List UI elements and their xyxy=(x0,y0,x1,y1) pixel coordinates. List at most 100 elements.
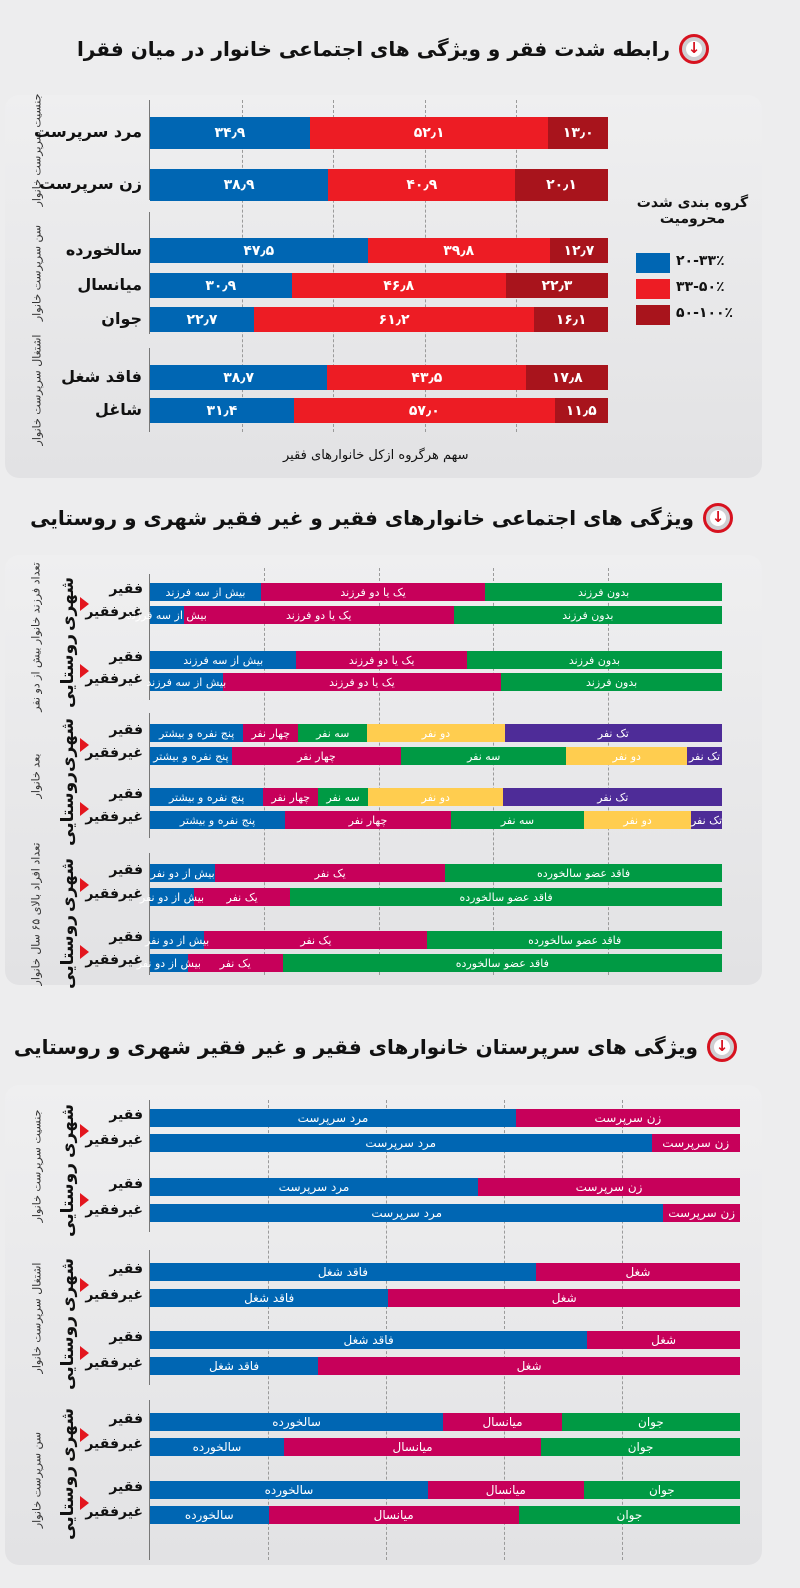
red-triangle-icon xyxy=(80,596,89,611)
segment-label: فاقد شغل xyxy=(244,1291,295,1305)
segment-label: فاقد شغل xyxy=(317,1265,369,1279)
bar-segment: بدون فرزند xyxy=(485,583,722,601)
segment-label: شغل xyxy=(551,1291,577,1305)
gridline xyxy=(268,1100,269,1560)
row-label: غیرفقیر xyxy=(85,886,143,902)
bar-segment: سالخورده xyxy=(150,1438,284,1456)
row-label: فقیر xyxy=(109,1479,143,1495)
bar-segment: ۳۴٫۹ xyxy=(150,117,310,149)
subgroup-label: روستایی xyxy=(58,1465,78,1540)
row-label: غیرفقیر xyxy=(85,604,143,620)
bar-segment: میانسال xyxy=(443,1413,562,1431)
gridline xyxy=(516,100,518,432)
bar-segment: فاقد عضو سالخورده xyxy=(282,954,722,972)
group-label: تعداد افراد بالای ۶۵ سال خانوار xyxy=(29,842,43,986)
bar-segment: ۴۳٫۵ xyxy=(327,365,527,390)
bar-segment: فاقد شغل xyxy=(150,1263,536,1281)
segment-label: ۱۷٫۸ xyxy=(551,369,583,386)
segment-label: سه نفر xyxy=(500,813,535,827)
segment-label: جوان xyxy=(648,1483,675,1497)
bar-segment: بیش از سه فرزند xyxy=(150,583,261,601)
y-axis-line xyxy=(149,853,150,975)
bar-segment: فاقد شغل xyxy=(150,1331,588,1349)
bar-segment: دو نفر xyxy=(566,747,688,765)
subgroup-label: روستایی xyxy=(58,1316,78,1390)
segment-label: بیش از سه فرزند xyxy=(146,675,227,689)
bar-segment: بیش از دو نفر xyxy=(150,864,216,882)
group-label: تعداد فرزند خانوار بیش از دو نفر xyxy=(29,562,43,712)
bar-segment: تک نفر xyxy=(504,724,722,742)
y-axis-line xyxy=(149,348,150,432)
segment-label: ۳۱٫۴ xyxy=(206,402,238,419)
gridline xyxy=(424,100,426,432)
segment-label: چهار نفر xyxy=(271,790,311,804)
row-label: غیرفقیر xyxy=(85,809,143,825)
subgroup-label: روستایی xyxy=(58,914,78,989)
bar-segment: ۵۷٫۰ xyxy=(293,398,555,423)
segment-label: سالخورده xyxy=(272,1415,321,1429)
red-triangle-icon xyxy=(80,1278,89,1292)
bar-segment: بیش از سه فرزند xyxy=(146,673,226,691)
bar-segment: پنج نفره و بیشتر xyxy=(150,811,285,829)
bar-segment: ۱۷٫۸ xyxy=(526,365,608,390)
bar-segment: پنج نفره و بیشتر xyxy=(150,724,244,742)
bar-segment: ۴۰٫۹ xyxy=(328,169,516,201)
segment-label: تک نفر xyxy=(688,749,721,763)
segment-label: یک یا دو فرزند xyxy=(285,608,352,622)
segment-label: میانسال xyxy=(482,1415,523,1429)
bar-segment: چهار نفر xyxy=(263,788,319,806)
down-arrow-circle-icon: ↓ xyxy=(703,503,733,533)
segment-label: فاقد عضو سالخورده xyxy=(459,890,553,904)
segment-label: ۱۲٫۷ xyxy=(563,242,595,259)
segment-label: دو نفر xyxy=(421,726,451,740)
segment-label: پنج نفره و بیشتر xyxy=(153,749,229,763)
bar-segment: میانسال xyxy=(283,1438,542,1456)
gridline xyxy=(378,568,380,975)
segment-label: زن سرپرست xyxy=(662,1136,730,1150)
row-label: غیرفقیر xyxy=(85,671,143,687)
segment-label: یک نفر xyxy=(314,866,346,880)
gridline xyxy=(241,100,243,432)
bar-segment: ۵۲٫۱ xyxy=(309,117,549,149)
gridline xyxy=(622,1100,623,1560)
segment-label: ۱۳٫۰ xyxy=(562,125,594,141)
subgroup-label: شهری xyxy=(58,857,78,913)
bar-segment: تک نفر xyxy=(691,811,722,829)
bar-segment: یک نفر xyxy=(187,954,283,972)
bar-segment: پنج نفره و بیشتر xyxy=(150,788,264,806)
bar-segment: سه نفر xyxy=(401,747,567,765)
segment-label: میانسال xyxy=(485,1483,526,1497)
segment-label: تک نفر xyxy=(597,726,629,740)
bar-segment: تک نفر xyxy=(503,788,722,806)
panel-social-characteristics xyxy=(5,555,762,985)
segment-label: بیش از سه فرزند xyxy=(183,653,264,667)
down-arrow-circle-icon: ↓ xyxy=(707,1032,737,1062)
segment-label: ۲۰٫۱ xyxy=(546,177,577,193)
bar-segment: فاقد شغل xyxy=(150,1289,389,1307)
segment-label: پنج نفره و بیشتر xyxy=(168,790,245,804)
segment-label: جوان xyxy=(638,1415,664,1429)
segment-label: ۳۴٫۹ xyxy=(214,125,246,141)
segment-label: تک نفر xyxy=(690,813,723,827)
bar-segment: زن سرپرست xyxy=(478,1178,740,1196)
bar-segment: سالخورده xyxy=(150,1413,444,1431)
segment-label: میانسال xyxy=(392,1440,433,1454)
bar-segment: زن سرپرست xyxy=(651,1134,740,1152)
segment-label: فاقد شغل xyxy=(208,1359,260,1373)
bar-segment: جوان xyxy=(518,1506,740,1524)
bar-segment: چهار نفر xyxy=(243,724,299,742)
segment-label: سه نفر xyxy=(326,790,360,804)
bar-segment: بیش از سه فرزند xyxy=(127,606,207,624)
subgroup-label: شهری xyxy=(58,1257,78,1313)
segment-label: ۴۳٫۵ xyxy=(411,369,443,386)
bar-segment: دو نفر xyxy=(367,724,505,742)
red-triangle-icon xyxy=(80,944,89,959)
bar-segment: شغل xyxy=(388,1289,740,1307)
row-label: غیرفقیر xyxy=(85,952,143,968)
legend-label: ۳۳-۵۰٪ xyxy=(676,279,725,295)
segment-label: دو نفر xyxy=(623,813,652,827)
bar-segment: شغل xyxy=(318,1357,740,1375)
segment-label: جوان xyxy=(627,1440,654,1454)
segment-label: سالخورده xyxy=(184,1508,234,1522)
bar-segment: پنج نفره و بیشتر xyxy=(150,747,232,765)
